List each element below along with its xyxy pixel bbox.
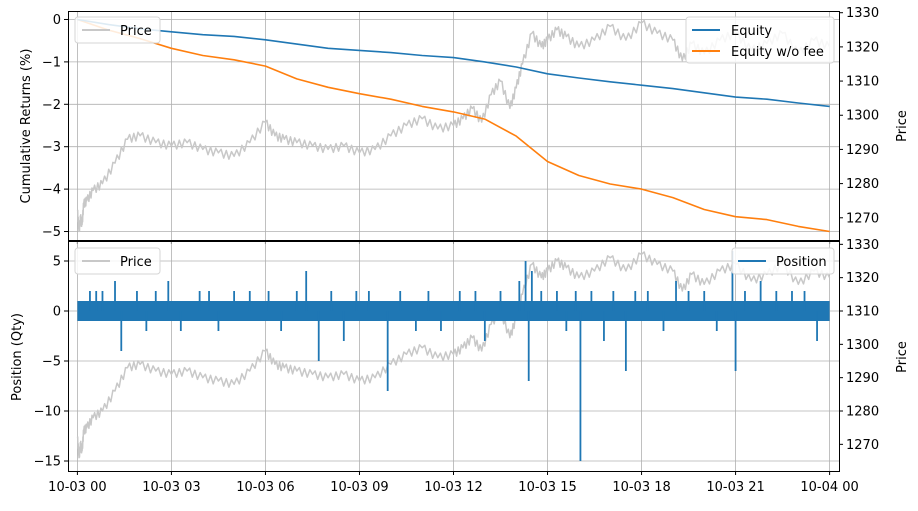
y-tick-label-0: 5 <box>53 255 61 270</box>
y2-tick-label-6: 1330 <box>846 238 879 253</box>
top-legend-left: Price <box>74 16 161 44</box>
bottom-x-ticks: 10-03 00 10-03 03 10-03 06 10-03 09 10-03 12… <box>48 471 859 495</box>
top-equity-series <box>77 18 830 233</box>
y-tick-label-1: −1 <box>42 55 61 70</box>
y-tick-label-3: −3 <box>42 140 61 155</box>
y2-tick-label-5: 1320 <box>846 40 879 55</box>
y-tick-label-3: −10 <box>34 405 61 420</box>
x-tick-label-5: 10-03 15 <box>518 480 576 495</box>
x-tick-label-0: 10-03 00 <box>48 480 106 495</box>
y2-tick-label-2: 1290 <box>846 371 879 386</box>
y2-tick-label-4: 1310 <box>846 75 879 90</box>
y2-tick-label-3: 1300 <box>846 109 879 124</box>
bottom-y2-ticks: 1270 1280 1290 1300 1310 1320 1330 <box>839 238 879 453</box>
y2-tick-label-4: 1310 <box>846 305 879 320</box>
legend-label-equity-no-fee: Equity w/o fee <box>731 45 824 60</box>
top-y2-ticks: 1270 1280 1290 1300 1310 1320 1330 <box>839 6 879 226</box>
x-tick-label-6: 10-03 18 <box>612 480 670 495</box>
y2-tick-label-2: 1290 <box>846 143 879 158</box>
y2-tick-label-6: 1330 <box>846 6 879 21</box>
top-panel: 0 −1 −2 −3 −4 −5 1270 1280 1290 1300 1310 1320 1330… <box>19 6 910 244</box>
bottom-y2-axis-label: Price <box>895 341 910 373</box>
legend-label-price: Price <box>120 24 152 39</box>
top-price-series <box>76 19 831 233</box>
y2-tick-label-5: 1320 <box>846 271 879 286</box>
legend-label-price-bottom: Price <box>120 255 152 270</box>
top-y-axis-label: Cumulative Returns (%) <box>19 49 34 204</box>
y-tick-label-2: −5 <box>42 355 61 370</box>
y2-tick-label-1: 1280 <box>846 177 879 192</box>
bottom-y-ticks: 5 0 −5 −10 −15 <box>34 255 68 470</box>
equity-no-fee-line <box>77 18 830 233</box>
top-y2-axis-label: Price <box>895 110 910 142</box>
x-tick-label-1: 10-03 03 <box>142 480 200 495</box>
bottom-position-series <box>77 251 830 461</box>
bottom-legend-right: Position <box>731 247 835 275</box>
y2-tick-label-1: 1280 <box>846 405 879 420</box>
y-tick-label-1: 0 <box>53 305 61 320</box>
bottom-panel: 50−5−10−15 1270128012901300131013201330 … <box>10 238 910 495</box>
y2-tick-label-0: 1270 <box>846 438 879 453</box>
bottom-y-axis-label: Position (Qty) <box>10 313 25 401</box>
position-band <box>77 301 830 321</box>
top-legend-right: Equity Equity w/o fee <box>685 16 835 64</box>
y-tick-label-5: −5 <box>42 225 61 240</box>
y2-tick-label-0: 1270 <box>846 211 879 226</box>
price-line-top <box>76 19 831 233</box>
x-tick-label-2: 10-03 06 <box>236 480 294 495</box>
x-tick-label-3: 10-03 09 <box>330 480 388 495</box>
legend-label-equity: Equity <box>731 24 772 39</box>
x-tick-label-8: 10-04 00 <box>800 480 858 495</box>
top-y-ticks: 0 −1 −2 −3 −4 −5 <box>42 13 831 244</box>
y-tick-label-0: 0 <box>53 13 61 28</box>
x-tick-label-4: 10-03 12 <box>424 480 482 495</box>
bottom-price-series <box>76 251 831 459</box>
y2-tick-label-3: 1300 <box>846 338 879 353</box>
equity-line <box>77 18 830 108</box>
y-tick-label-2: −2 <box>42 98 61 113</box>
bottom-legend-left: Price <box>74 247 161 275</box>
legend-label-position: Position <box>776 255 827 270</box>
price-line-bottom <box>76 251 831 459</box>
y-tick-label-4: −15 <box>34 455 61 470</box>
y-tick-label-4: −4 <box>42 183 61 198</box>
x-tick-label-7: 10-03 21 <box>706 480 764 495</box>
